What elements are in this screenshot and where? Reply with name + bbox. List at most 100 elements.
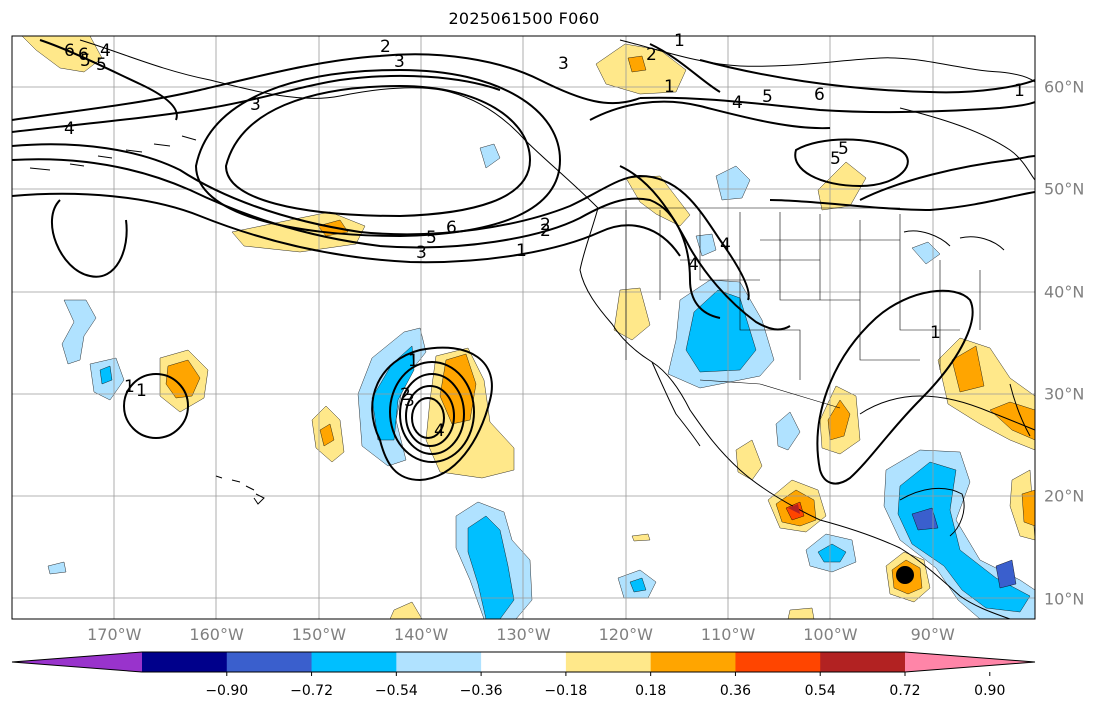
latitude-label: 60°N xyxy=(1044,77,1085,97)
contour-line xyxy=(123,373,189,439)
colorbar-extend-low xyxy=(12,652,142,672)
positive-anomaly-patch xyxy=(631,533,651,542)
contour-label: 1 xyxy=(124,377,135,397)
longitude-label: 120°W xyxy=(598,625,653,644)
contour-line xyxy=(389,361,475,463)
colorbar-tick-label: 0.72 xyxy=(889,683,921,699)
contour-line xyxy=(12,74,501,133)
positive-anomaly-patch xyxy=(735,439,763,481)
yucatan-coast xyxy=(899,487,965,537)
contour-line xyxy=(794,138,909,188)
positive-anomaly-patch xyxy=(389,601,423,619)
contour-line xyxy=(12,143,750,301)
contour-label: 5 xyxy=(80,51,91,71)
contour-label: 2 xyxy=(540,215,551,235)
colorbar-segment xyxy=(142,652,228,672)
contour-line xyxy=(399,373,465,455)
contour-label: 1 xyxy=(516,241,527,261)
colorbar xyxy=(11,651,1036,676)
contour-line xyxy=(859,155,1035,201)
longitude-label: 130°W xyxy=(496,625,551,644)
latitude-label: 30°N xyxy=(1044,384,1085,404)
contour-label: 2 xyxy=(646,45,657,65)
contour-line xyxy=(639,96,1035,114)
colorbar-segment xyxy=(226,652,313,672)
alaska-coastline xyxy=(79,39,599,209)
negative-anomaly-patch xyxy=(479,143,501,169)
positive-anomaly-patch xyxy=(165,359,201,399)
contour-label: 5 xyxy=(830,149,841,169)
negative-anomaly-patch xyxy=(695,233,717,257)
colorbar-tick-label: −0.36 xyxy=(459,683,503,699)
contour-line xyxy=(50,199,128,278)
map-frame xyxy=(11,35,1036,620)
positive-anomaly-patch xyxy=(951,345,985,393)
great-lakes xyxy=(903,230,1005,251)
contour-label: 3 xyxy=(250,95,261,115)
contour-label: 2 xyxy=(380,37,391,57)
contour-label: 4 xyxy=(64,119,75,139)
contour-labels: 1 2 3 4 5 6 1 2 3 4 5 6 1 2 3 4 5 6 1 2 … xyxy=(64,31,1025,441)
storm-center-marker xyxy=(896,566,914,584)
positive-anomaly-patch xyxy=(1021,489,1035,527)
colorbar-tick-label: −0.90 xyxy=(205,683,249,699)
contour-label: 2 xyxy=(400,385,411,405)
longitude-label: 140°W xyxy=(394,625,449,644)
positive-anomaly-patch xyxy=(627,55,647,73)
negative-anomaly-patch xyxy=(897,461,1031,613)
contour-label: 1 xyxy=(674,31,685,51)
contour-label: 4 xyxy=(688,255,699,275)
contour-label: 4 xyxy=(434,421,445,441)
coastlines xyxy=(29,39,1035,619)
contour-line xyxy=(371,346,493,482)
contour-line xyxy=(12,192,681,264)
colorbar-tick-label: −0.18 xyxy=(544,683,588,699)
contour-line xyxy=(699,59,1035,94)
islands xyxy=(215,475,265,505)
contour-line xyxy=(39,39,178,121)
latitude-label: 50°N xyxy=(1044,179,1085,199)
contour-label: 4 xyxy=(720,235,731,255)
colorbar-segment xyxy=(396,652,482,672)
negative-anomaly-patch xyxy=(715,165,751,201)
negative-anomaly-patch xyxy=(775,411,801,451)
positive-anomaly-patch xyxy=(613,287,651,341)
positive-anomaly-patch xyxy=(625,175,691,227)
contour-line xyxy=(12,53,641,121)
colorbar-outline xyxy=(11,651,1036,673)
shaded-field xyxy=(21,36,1035,619)
negative-anomaly-patch xyxy=(99,365,113,385)
negative-anomaly-patch xyxy=(911,241,941,265)
negative-anomaly-patch xyxy=(995,559,1017,589)
colorbar-segment xyxy=(565,652,652,672)
colorbar-tick-label: 0.36 xyxy=(719,683,752,699)
contour-line xyxy=(224,84,532,218)
negative-anomaly-patch xyxy=(47,561,67,575)
positive-anomaly-patch xyxy=(21,36,103,73)
contour-line xyxy=(589,100,831,130)
contour-label: 1 xyxy=(408,351,419,371)
contour-label: 3 xyxy=(558,54,569,74)
negative-anomaly-patch xyxy=(61,299,97,365)
longitude-label: 110°W xyxy=(700,625,756,644)
longitude-label: 100°W xyxy=(803,625,858,644)
political-borders xyxy=(598,207,981,409)
contour-label: 5 xyxy=(96,55,107,75)
contour-label: 5 xyxy=(762,87,773,107)
florida-coast xyxy=(1009,383,1031,437)
colorbar-segment xyxy=(820,652,906,672)
contour-label: 6 xyxy=(814,85,825,105)
positive-anomaly-patch xyxy=(787,607,815,619)
hudson-bay-coast xyxy=(899,107,1035,181)
canada-arctic-coast xyxy=(619,39,1035,83)
colorbar-tick-label: 0.54 xyxy=(804,683,836,699)
latitude-label: 40°N xyxy=(1044,282,1085,302)
height-contours xyxy=(12,39,1035,485)
contour-line xyxy=(411,397,445,439)
aleutian-islands xyxy=(29,135,197,171)
latitude-label: 20°N xyxy=(1044,486,1085,506)
positive-anomaly-patch xyxy=(319,423,335,447)
longitude-label: 90°W xyxy=(910,625,955,644)
contour-label: 6 xyxy=(446,218,457,238)
colorbar-tick-label: 0.90 xyxy=(974,683,1006,699)
